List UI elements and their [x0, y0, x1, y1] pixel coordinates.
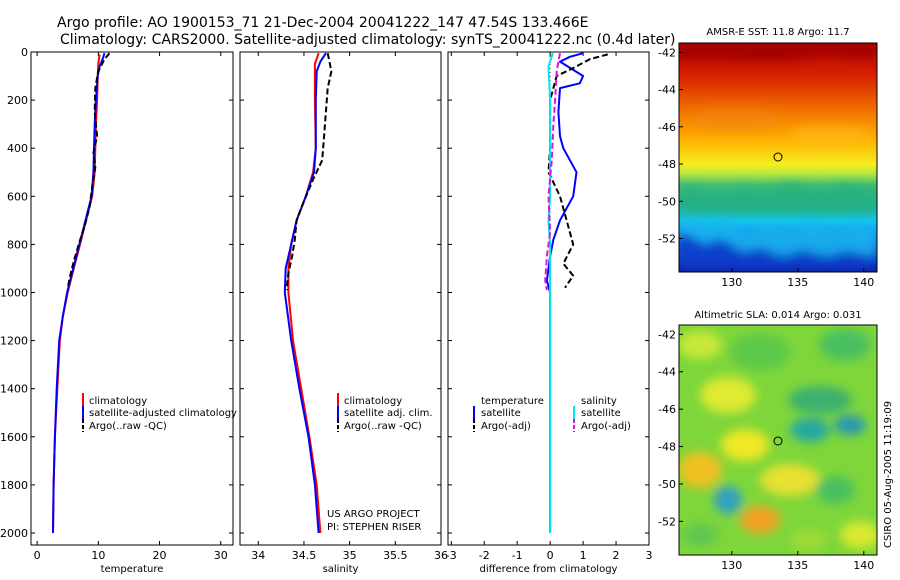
x-tick-label: 135 — [787, 559, 808, 572]
x-tick-label: 3 — [646, 549, 653, 562]
series-line — [283, 52, 327, 534]
x-tick-label: 1 — [580, 549, 587, 562]
y-tick-label: -50 — [658, 195, 676, 208]
y-tick-label: 1200 — [0, 335, 28, 348]
y-tick-label: 600 — [7, 190, 28, 203]
sla-map-axes: 130 135 140 -42 -44 -46 -48 -50 -52 — [658, 328, 874, 572]
legend-title-temperature: temperature — [481, 396, 544, 407]
y-tick-label: -52 — [658, 232, 676, 245]
salinity-legend: climatology satellite adj. clim. Argo(..… — [337, 393, 433, 432]
sst-map — [679, 43, 877, 272]
x-tick-label: 140 — [853, 276, 874, 289]
header-line2: Climatology: CARS2000. Satellite-adjuste… — [60, 32, 675, 48]
x-tick-label: 130 — [721, 559, 742, 572]
argo-location-marker — [773, 436, 783, 446]
y-tick-label: 800 — [7, 238, 28, 251]
x-tick-label: 135 — [787, 276, 808, 289]
x-tick-label: 140 — [853, 559, 874, 572]
x-axis-label: difference from climatology — [480, 564, 618, 575]
x-tick-label: 34 — [251, 549, 265, 562]
x-tick-label: 30 — [214, 549, 228, 562]
project-label: US ARGO PROJECT — [327, 509, 421, 520]
x-tick-label: 130 — [721, 276, 742, 289]
x-tick-label: -3 — [446, 549, 457, 562]
legend-label: Argo(..raw -QC) — [89, 421, 167, 432]
legend-label: Argo(-adj) — [581, 421, 631, 432]
series-line — [547, 52, 554, 533]
legend-label: satellite adj. clim. — [344, 408, 433, 419]
x-tick-label: 35.5 — [383, 549, 408, 562]
legend-label: climatology — [344, 396, 402, 407]
y-tick-label: -48 — [658, 441, 676, 454]
sla-map — [679, 325, 877, 555]
difference-panel: -3 -2 -1 0 1 2 3 difference from climatology — [446, 51, 653, 575]
legend-label: satellite — [581, 408, 621, 419]
legend-label: climatology — [89, 396, 147, 407]
legend-title-salinity: salinity — [581, 396, 617, 407]
temperature-legend: climatology satellite-adjusted climatolo… — [82, 393, 237, 432]
argo-location-marker — [773, 152, 783, 162]
y-tick-label: 1800 — [0, 479, 28, 492]
y-tick-label: -50 — [658, 478, 676, 491]
x-axis-label: salinity — [323, 564, 359, 575]
plot-area — [239, 51, 442, 546]
legend-label: Argo(-adj) — [481, 421, 531, 432]
y-tick-label: -46 — [658, 121, 676, 134]
side-timestamp: CSIRO 05-Aug-2005 11:19:09 — [883, 401, 894, 548]
y-tick-label: 0 — [21, 46, 28, 59]
x-tick-label: 10 — [91, 549, 105, 562]
x-tick-label: 2 — [613, 549, 620, 562]
sst-map-axes: 130 135 140 -42 -44 -46 -48 -50 -52 — [658, 46, 874, 289]
y-tick-label: -44 — [658, 366, 676, 379]
pi-label: PI: STEPHEN RISER — [327, 522, 421, 533]
y-tick-label: 2000 — [0, 527, 28, 540]
header-line1: Argo profile: AO 1900153_71 21-Dec-2004 … — [57, 15, 588, 31]
legend-label: satellite — [481, 408, 521, 419]
x-tick-label: -1 — [512, 549, 523, 562]
x-tick-label: 36 — [434, 549, 448, 562]
series-line — [285, 52, 333, 291]
series-line — [544, 53, 561, 291]
x-tick-label: 20 — [153, 549, 167, 562]
sst-map-title: AMSR-E SST: 11.8 Argo: 11.7 — [706, 27, 849, 38]
x-tick-label: 0 — [34, 549, 41, 562]
y-tick-label: -48 — [658, 158, 676, 171]
y-tick-label: -42 — [658, 46, 676, 59]
salinity-panel: 34 34.5 35 35.5 36 salinity — [239, 51, 448, 575]
y-tick-label: -42 — [658, 328, 676, 341]
plot-area — [30, 51, 234, 546]
y-tick-label: -52 — [658, 515, 676, 528]
y-tick-label: 1400 — [0, 383, 28, 396]
y-tick-label: 200 — [7, 94, 28, 107]
sla-map-title: Altimetric SLA: 0.014 Argo: 0.031 — [694, 310, 861, 321]
plot-area — [447, 51, 650, 546]
x-axis-label: temperature — [101, 564, 164, 575]
x-tick-label: 34.5 — [292, 549, 317, 562]
difference-legend: temperature satellite Argo(-adj) salinit… — [473, 396, 631, 432]
y-tick-label: -44 — [658, 84, 676, 97]
y-tick-label: 400 — [7, 142, 28, 155]
series-line — [66, 52, 111, 288]
x-tick-label: -2 — [479, 549, 490, 562]
legend-label: Argo(..raw -QC) — [344, 421, 422, 432]
x-tick-label: 35 — [343, 549, 357, 562]
y-tick-label: 1000 — [0, 286, 28, 299]
y-tick-label: -46 — [658, 403, 676, 416]
x-tick-label: 0 — [547, 549, 554, 562]
temperature-panel: 0 10 20 30 0 200 400 600 800 1000 1200 1400 1600 1800… — [0, 46, 234, 575]
y-tick-label: 1600 — [0, 431, 28, 444]
legend-label: satellite-adjusted climatology — [89, 408, 237, 419]
